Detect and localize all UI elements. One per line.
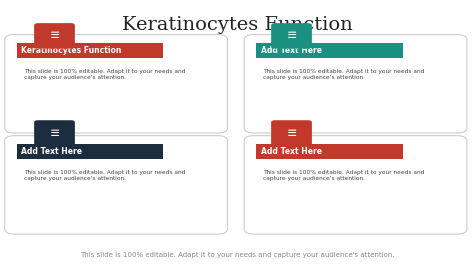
Text: Add Text Here: Add Text Here — [261, 147, 322, 156]
Text: ≡: ≡ — [49, 127, 60, 139]
FancyBboxPatch shape — [256, 43, 403, 58]
Text: This slide is 100% editable. Adapt it to your needs and
capture your audience's : This slide is 100% editable. Adapt it to… — [24, 170, 185, 181]
FancyBboxPatch shape — [244, 136, 467, 234]
Text: This slide is 100% editable. Adapt it to your needs and
capture your audience's : This slide is 100% editable. Adapt it to… — [24, 69, 185, 80]
FancyBboxPatch shape — [5, 35, 228, 133]
Text: ≡: ≡ — [286, 127, 297, 139]
Text: Add Text Here: Add Text Here — [21, 147, 82, 156]
Text: ≡: ≡ — [286, 30, 297, 42]
FancyBboxPatch shape — [271, 23, 312, 49]
Text: Add Text Here: Add Text Here — [261, 46, 322, 55]
Text: Keratinocytes Function: Keratinocytes Function — [122, 16, 352, 34]
Text: Keratinocytes Function: Keratinocytes Function — [21, 46, 122, 55]
Text: This slide is 100% editable. Adapt it to your needs and
capture your audience's : This slide is 100% editable. Adapt it to… — [263, 170, 424, 181]
FancyBboxPatch shape — [34, 120, 75, 146]
FancyBboxPatch shape — [17, 43, 164, 58]
FancyBboxPatch shape — [5, 136, 228, 234]
FancyBboxPatch shape — [244, 35, 467, 133]
FancyBboxPatch shape — [17, 144, 164, 159]
FancyBboxPatch shape — [271, 120, 312, 146]
FancyBboxPatch shape — [34, 23, 75, 49]
Text: This slide is 100% editable. Adapt it to your needs and
capture your audience's : This slide is 100% editable. Adapt it to… — [263, 69, 424, 80]
Text: This slide is 100% editable. Adapt it to your needs and capture your audience's : This slide is 100% editable. Adapt it to… — [80, 252, 394, 258]
FancyBboxPatch shape — [256, 144, 403, 159]
Text: ≡: ≡ — [49, 30, 60, 42]
